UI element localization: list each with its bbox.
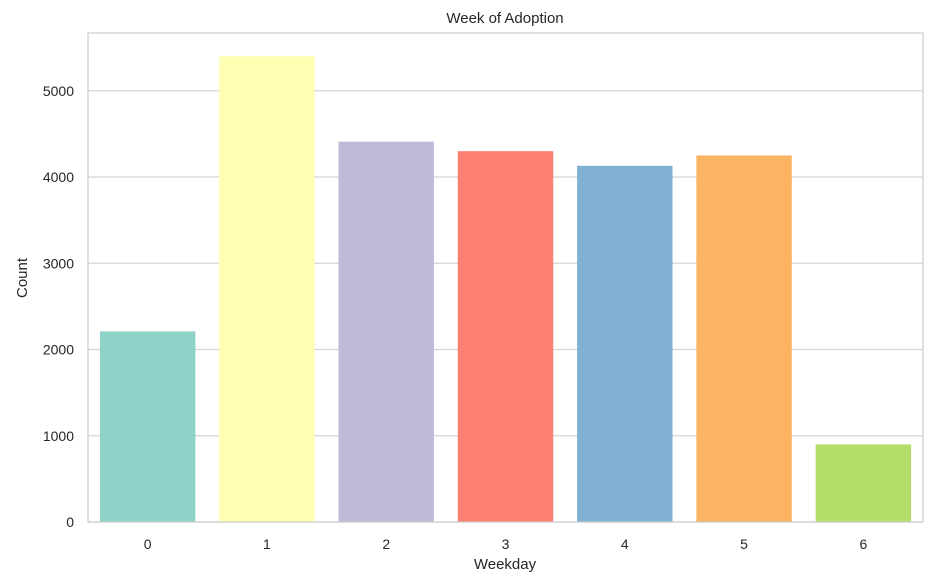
y-tick-label: 2000 [43,342,74,358]
y-axis-label: Count [14,257,31,298]
y-tick-label: 0 [66,514,74,530]
bar-weekday-5 [696,155,792,522]
y-tick-label: 5000 [43,83,74,99]
bar-weekday-1 [219,56,315,523]
y-tick-labels: 0 1000 2000 3000 4000 5000 [43,83,74,530]
x-tick-labels: 0 1 2 3 4 5 6 [144,536,868,552]
bar-weekday-4 [577,165,673,522]
bar-weekday-2 [338,141,434,522]
x-tick-label: 0 [144,536,152,552]
x-axis-label: Weekday [474,556,537,573]
x-tick-label: 2 [382,536,390,552]
plot-frame [87,32,924,523]
bars [99,56,912,523]
x-tick-label: 6 [859,536,867,552]
x-tick-label: 1 [263,536,271,552]
y-tick-label: 1000 [43,428,74,444]
bar-weekday-0 [99,331,196,522]
x-tick-label: 4 [621,536,629,552]
y-tick-label: 3000 [43,255,74,271]
x-tick-label: 5 [740,536,748,552]
chart-title: Week of Adoption [446,10,563,27]
bar-weekday-6 [815,444,912,522]
bar-weekday-3 [457,151,554,522]
y-tick-label: 4000 [43,169,74,185]
x-tick-label: 3 [502,536,510,552]
